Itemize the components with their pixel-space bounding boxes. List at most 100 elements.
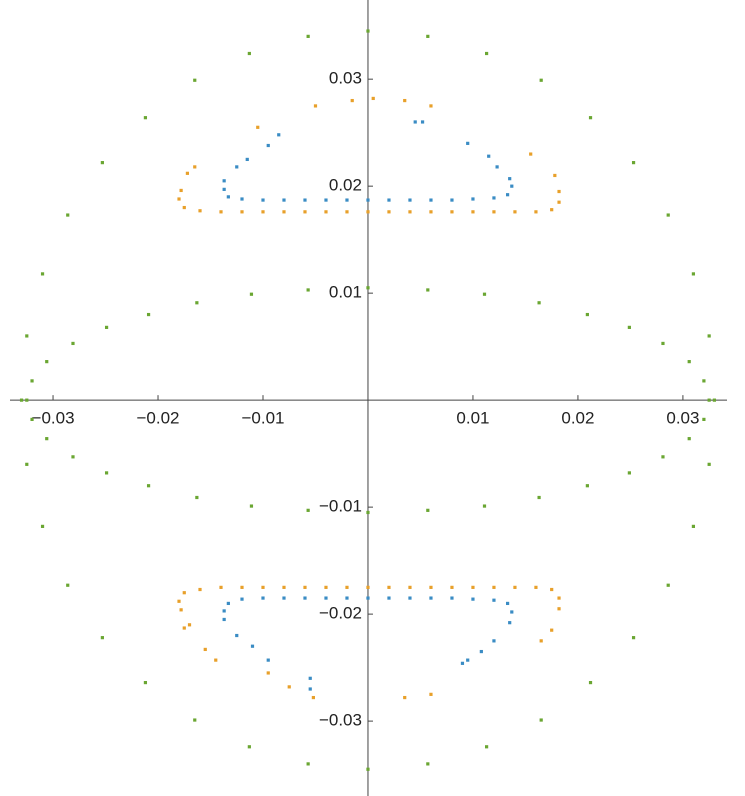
point: [303, 596, 307, 600]
point: [450, 210, 454, 214]
point: [193, 718, 197, 722]
point: [537, 495, 541, 500]
point: [429, 210, 433, 214]
point: [203, 647, 207, 652]
point: [177, 599, 181, 603]
point: [66, 213, 70, 217]
point: [282, 596, 286, 600]
x-tick-label: 0.03: [666, 409, 699, 428]
point: [193, 78, 197, 82]
point: [240, 210, 244, 214]
point: [482, 292, 487, 296]
point: [631, 636, 636, 640]
point: [707, 462, 711, 466]
point: [550, 628, 554, 632]
point: [557, 189, 561, 194]
point: [420, 120, 425, 124]
point: [250, 644, 255, 648]
y-tick-label: −0.03: [319, 711, 362, 730]
point: [345, 585, 349, 589]
point: [277, 133, 281, 137]
point: [345, 596, 349, 600]
point: [550, 587, 554, 592]
point: [311, 695, 315, 700]
point: [510, 610, 514, 614]
point: [585, 312, 589, 317]
point: [508, 177, 512, 181]
point: [266, 143, 270, 148]
point: [100, 161, 104, 165]
point: [198, 587, 202, 592]
point: [479, 649, 483, 654]
y-tick-label: 0.03: [329, 69, 362, 88]
point: [100, 636, 104, 640]
point: [387, 585, 391, 589]
point: [426, 762, 430, 766]
point: [308, 687, 312, 691]
point: [345, 210, 349, 214]
point: [143, 680, 148, 685]
point: [471, 597, 475, 601]
point: [505, 193, 510, 197]
point: [219, 585, 223, 589]
point: [235, 165, 239, 169]
point: [40, 524, 45, 528]
point: [308, 676, 312, 680]
point: [557, 607, 561, 611]
point: [240, 585, 244, 589]
point: [182, 626, 186, 630]
point: [214, 658, 218, 662]
point: [426, 288, 430, 292]
point: [631, 161, 636, 165]
point: [471, 197, 475, 201]
point: [366, 510, 370, 515]
point: [146, 484, 151, 488]
point: [588, 116, 593, 120]
point: [492, 210, 496, 214]
point: [537, 301, 541, 305]
point: [104, 325, 109, 329]
point: [429, 198, 433, 202]
point: [104, 471, 109, 475]
point: [492, 585, 496, 589]
point: [513, 585, 517, 589]
point: [627, 471, 631, 475]
point: [508, 621, 512, 625]
point: [707, 398, 711, 402]
point: [182, 205, 186, 210]
point: [707, 334, 711, 338]
point: [505, 601, 510, 606]
point: [485, 745, 489, 749]
point: [429, 104, 433, 108]
point: [313, 104, 318, 108]
point: [534, 210, 538, 214]
point: [539, 718, 543, 722]
point: [661, 341, 665, 346]
point: [550, 208, 554, 212]
point: [247, 51, 251, 56]
x-tick-label: −0.03: [32, 409, 75, 428]
point: [466, 141, 470, 145]
point: [485, 51, 489, 56]
point: [387, 210, 391, 214]
point: [487, 154, 491, 158]
point: [429, 596, 433, 600]
point: [691, 272, 696, 276]
point: [460, 661, 465, 665]
point: [492, 598, 496, 602]
point: [261, 585, 265, 589]
point: [371, 96, 375, 101]
y-tick-label: −0.02: [319, 604, 362, 623]
point: [303, 585, 307, 589]
point: [261, 596, 265, 600]
point: [19, 398, 24, 402]
point: [303, 198, 307, 202]
point: [691, 524, 696, 528]
point: [266, 671, 270, 675]
point: [403, 98, 407, 103]
x-tick-label: 0.02: [561, 409, 594, 428]
point: [45, 437, 49, 441]
point: [492, 196, 496, 200]
point: [146, 312, 151, 317]
